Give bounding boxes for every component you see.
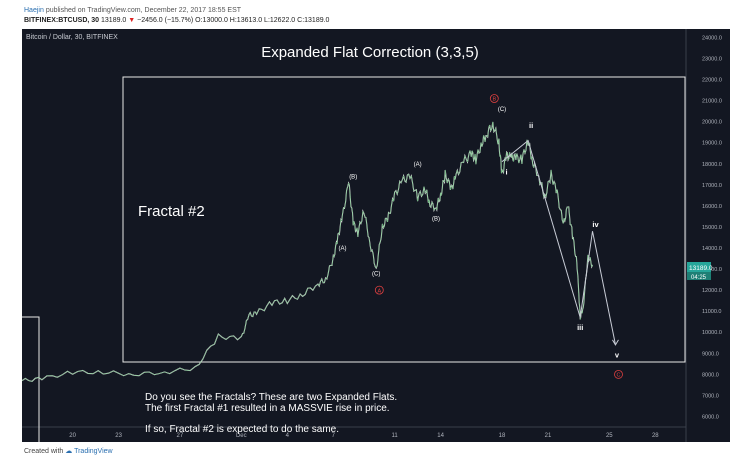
- fractal-box: [122, 76, 686, 363]
- time-tick-label: 14: [437, 433, 444, 439]
- time-axis-ticks: 20 23 27 Dec 4 7 11 14 18 21 25 28: [69, 433, 659, 439]
- wave-label-c-small: (C): [372, 271, 380, 277]
- price-tick-label: 22000.0: [702, 78, 722, 84]
- price-tick-label: 15000.0: [702, 225, 722, 231]
- price-tick-label: 20000.0: [702, 120, 722, 126]
- ohlc-values: O:13000.0 H:13613.0 L:12622.0 C:13189.0: [195, 17, 330, 24]
- price-tick-label: 14000.0: [702, 246, 722, 252]
- price-tick-label: 12000.0: [702, 288, 722, 294]
- time-tick-label: 7: [332, 433, 336, 439]
- price-line-overlay: [21, 121, 593, 382]
- price-axis-ticks: 24000.0 23000.0 22000.0 21000.0 20000.0 19000…: [702, 35, 722, 420]
- time-tick-label: 11: [391, 433, 398, 439]
- time-tick-label: 21: [545, 433, 552, 439]
- fractal-1-box-edge: [22, 316, 40, 442]
- circle-marker-c-circle: [614, 369, 623, 379]
- wave-label-a-circle: A: [377, 288, 381, 294]
- symbol-line: BITFINEX:BTCUSD, 30 13189.0 ▼ −2456.0 (−…: [24, 17, 329, 24]
- wave-label-iii: iii: [577, 323, 583, 332]
- wave-label-iv: iv: [592, 220, 599, 229]
- tradingview-logo-icon: ☁: [65, 448, 73, 455]
- price-tick-label: 23000.0: [702, 57, 722, 63]
- price-tick-label: 8000.0: [702, 372, 719, 378]
- countdown-badge: [687, 272, 711, 280]
- chart-title: Expanded Flat Correction (3,3,5): [261, 44, 479, 61]
- wave-label-b-small: (B): [349, 175, 357, 181]
- price-tick-label: 6000.0: [702, 415, 719, 421]
- price-tick-label: 21000.0: [702, 99, 722, 105]
- tradingview-link[interactable]: TradingView: [74, 448, 113, 455]
- time-tick-label: Dec: [236, 433, 247, 439]
- price-tick-label: 24000.0: [702, 35, 722, 41]
- time-tick-label: 27: [177, 433, 184, 439]
- impulse-line: [501, 139, 616, 345]
- time-tick-label: 25: [606, 433, 613, 439]
- down-arrow-icon: ▼: [128, 17, 136, 24]
- price-tick-label: 10000.0: [702, 330, 722, 336]
- time-tick-label: 28: [652, 433, 659, 439]
- arrow-head-icon: [612, 339, 619, 346]
- wave-label-a-mid: (A): [414, 162, 422, 168]
- price-tick-label: 7000.0: [702, 393, 719, 399]
- footer: Created with ☁ TradingView: [24, 447, 113, 455]
- source-label: Bitcoin / Dollar, 30, BITFINEX: [26, 34, 118, 41]
- plot-background: [22, 29, 686, 427]
- countdown-badge-text: 04:25: [691, 275, 707, 281]
- time-tick-label: 18: [499, 433, 506, 439]
- price-tick-label: 19000.0: [702, 141, 722, 147]
- symbol-label: BITFINEX:BTCUSD, 30: [24, 17, 100, 24]
- last-price: 13189.0: [101, 17, 127, 24]
- price-chart[interactable]: Bitcoin / Dollar, 30, BITFINEX Expanded …: [21, 29, 730, 442]
- price-tick-label: 16000.0: [702, 204, 722, 210]
- author-link[interactable]: Haejin: [24, 7, 44, 14]
- price-change: −2456.0 (−15.7%): [137, 17, 194, 24]
- price-series: [21, 121, 594, 383]
- note-line-2: The first Fractal #1 resulted in a MASSV…: [145, 403, 390, 414]
- wave-label-b-circle: B: [492, 97, 496, 103]
- last-price-badge-text: 13189.0: [689, 265, 713, 272]
- created-with-label: Created with: [24, 448, 64, 455]
- circle-marker-b-circle: [489, 94, 499, 103]
- time-axis: [22, 427, 686, 442]
- note-line-1: Do you see the Fractals? These are two E…: [145, 392, 397, 403]
- time-tick-label: 4: [286, 433, 290, 439]
- time-tick-label: 20: [69, 433, 76, 439]
- price-tick-label: 9000.0: [702, 351, 719, 357]
- wave-label-ii: ii: [529, 121, 533, 130]
- price-tick-label: 11000.0: [702, 309, 721, 315]
- time-tick-label: 23: [115, 433, 122, 439]
- price-tick-label: 18000.0: [702, 162, 722, 168]
- fractal-label: Fractal #2: [138, 203, 205, 220]
- wave-label-b-mid: (B): [432, 217, 440, 223]
- wave-label-c-circle: C: [617, 373, 621, 379]
- chart-header: Haejin published on TradingView.com, Dec…: [0, 0, 750, 28]
- chart-area[interactable]: Bitcoin / Dollar, 30, BITFINEX Expanded …: [21, 29, 730, 442]
- wave-label-i: i: [506, 167, 508, 176]
- publish-line: Haejin published on TradingView.com, Dec…: [24, 7, 241, 14]
- price-tick-label: 17000.0: [702, 183, 722, 189]
- impulse-wave-lines: [501, 139, 619, 346]
- note-line-4: If so, Fractal #2 is expected to do the …: [145, 424, 339, 435]
- price-axis: [686, 29, 730, 442]
- price-tick-label: 13000.0: [702, 267, 722, 273]
- wave-label-c-top: (C): [498, 107, 506, 113]
- wave-label-v: v: [615, 351, 620, 360]
- circle-marker-a-circle: [374, 285, 384, 295]
- published-text: published on TradingView.com, December 2…: [45, 7, 242, 14]
- wave-label-a-small: (A): [339, 246, 347, 252]
- last-price-badge: [687, 262, 711, 272]
